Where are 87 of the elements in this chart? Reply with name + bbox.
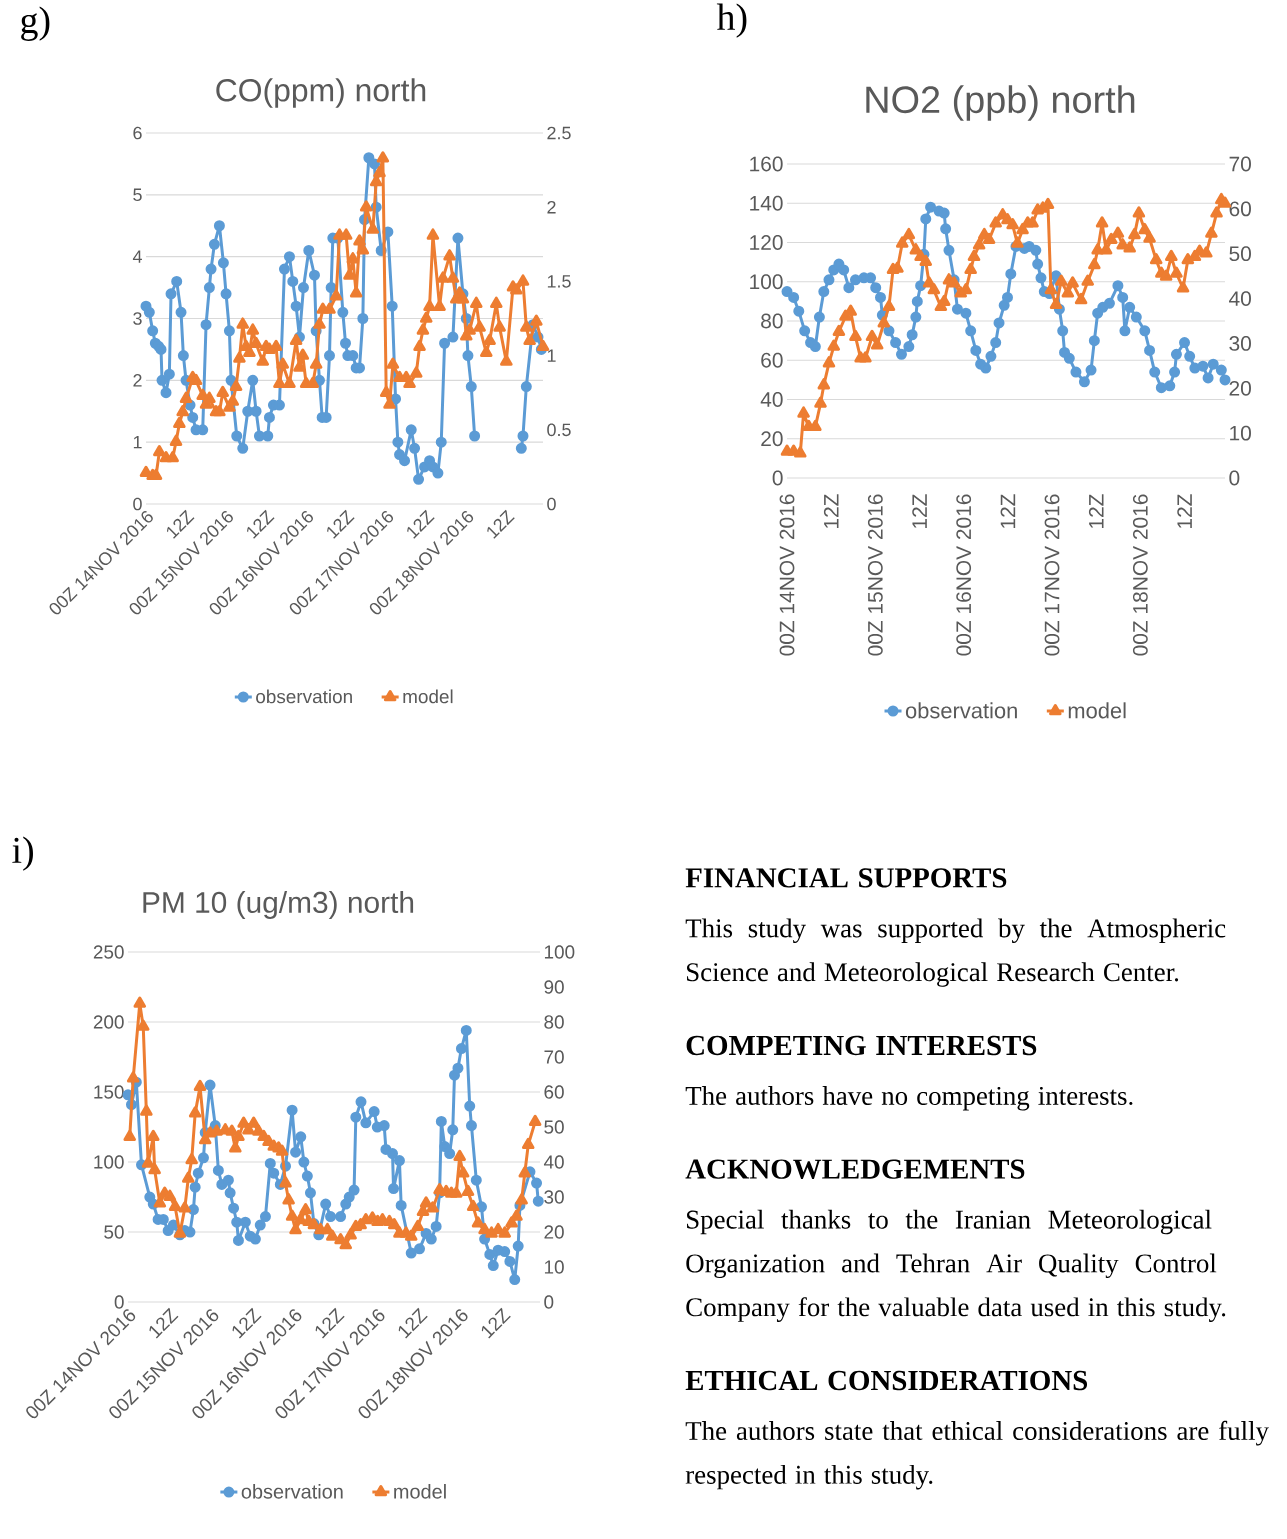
y-tick-label: 140 <box>750 195 783 211</box>
y2-tick-label: 50 <box>544 1120 564 1134</box>
y-tick-label: 150 <box>94 1085 124 1099</box>
x-tick-label: 12Z <box>149 1307 179 1339</box>
y2-tick-label: 20 <box>1229 380 1251 396</box>
x-tick-label: 12Z <box>247 509 275 539</box>
y-tick-label: 40 <box>760 392 783 407</box>
y2-tick-label: 1.5 <box>547 275 571 288</box>
x-tick-label: 12Z <box>912 494 927 528</box>
y-tick-label: 100 <box>750 274 783 290</box>
x-tick-label: 12Z <box>481 1307 511 1339</box>
y-tick-label: 120 <box>750 235 783 250</box>
y2-tick-label: 1 <box>547 349 556 362</box>
x-tick-label: 12Z <box>232 1307 262 1339</box>
x-tick-label: 12Z <box>315 1307 345 1339</box>
legend-label: observation <box>241 1484 343 1499</box>
text: COMPETING INTERESTS <box>686 1035 1037 1056</box>
x-tick-label: 00Z 16NOV 2016 <box>956 494 972 656</box>
text: The authors state that ethical considerations are fully respected in this study. <box>685 1420 1269 1490</box>
legend-label: observation <box>905 702 1017 719</box>
y2-tick-label: 0 <box>1229 470 1240 486</box>
x-tick-label: 00Z 15NOV 2016 <box>867 494 883 656</box>
y-tick-label: 100 <box>94 1155 124 1169</box>
y-tick-label: 250 <box>93 945 124 959</box>
y2-tick-label: 2 <box>547 200 556 214</box>
chart-title: PM 10 (ug/m3) north <box>143 891 414 919</box>
y2-tick-label: 0 <box>544 1295 554 1309</box>
y2-tick-label: 90 <box>544 980 564 994</box>
text: g) <box>21 6 50 41</box>
y-tick-label: 20 <box>761 431 783 447</box>
x-tick-label: 12Z <box>487 509 515 539</box>
y2-tick-label: 30 <box>1229 336 1251 351</box>
chart-title: CO(ppm) north <box>216 78 426 108</box>
text: ETHICAL CONSIDERATIONS <box>685 1370 1088 1391</box>
y-tick-label: 160 <box>750 156 783 172</box>
x-tick-label: 00Z 14NOV 2016 <box>779 494 795 656</box>
x-tick-label: 12Z <box>166 509 195 539</box>
y2-tick-label: 40 <box>543 1155 564 1169</box>
x-tick-label: 12Z <box>1000 494 1016 528</box>
y2-tick-label: 60 <box>544 1085 564 1099</box>
y2-tick-label: 0 <box>547 497 556 511</box>
y2-tick-label: 30 <box>544 1190 564 1204</box>
text: i) <box>12 836 33 871</box>
y2-tick-label: 70 <box>1229 156 1251 172</box>
y-tick-label: 6 <box>133 126 142 140</box>
legend-label: model <box>403 689 453 704</box>
y2-tick-label: 80 <box>544 1015 564 1029</box>
y2-tick-label: 10 <box>1230 425 1251 441</box>
y2-tick-label: 2.5 <box>547 126 571 140</box>
y-tick-label: 0 <box>133 497 142 511</box>
y-tick-label: 3 <box>133 312 142 325</box>
legend-label: observation <box>256 689 352 704</box>
y-tick-label: 2 <box>133 374 142 387</box>
x-tick-label: 12Z <box>823 494 839 528</box>
y2-tick-label: 10 <box>544 1260 564 1274</box>
y-tick-label: 0 <box>114 1295 124 1309</box>
x-tick-label: 12Z <box>398 1307 428 1339</box>
y-tick-label: 4 <box>132 250 142 263</box>
y2-tick-label: 60 <box>1229 201 1251 217</box>
chart-title: NO2 (ppb) north <box>866 85 1135 121</box>
y2-tick-label: 70 <box>544 1050 564 1064</box>
y-tick-label: 80 <box>761 313 783 329</box>
y2-tick-label: 40 <box>1229 291 1251 306</box>
x-tick-label: 00Z 17NOV 2016 <box>1044 494 1060 656</box>
y-tick-label: 60 <box>761 352 783 368</box>
x-tick-label: 12Z <box>1088 494 1104 528</box>
x-tick-label: 12Z <box>407 509 435 539</box>
y-tick-label: 200 <box>93 1015 124 1029</box>
y-tick-label: 50 <box>104 1225 124 1239</box>
text: The authors have no competing interests. <box>685 1086 1133 1111</box>
y-tick-label: 5 <box>133 188 142 202</box>
y2-tick-label: 0.5 <box>547 423 571 437</box>
y-tick-label: 0 <box>772 470 783 486</box>
y-tick-label: 1 <box>133 436 142 449</box>
legend-label: model <box>1068 702 1126 719</box>
text: Special thanks to the Iranian Meteorological Organization and Tehran Air Quality Control Company for the valuable data used in this study. <box>686 1209 1226 1322</box>
x-tick-label: 12Z <box>327 509 355 539</box>
x-tick-label: 12Z <box>1177 494 1192 528</box>
x-tick-label: 00Z 18NOV 2016 <box>1132 494 1148 656</box>
text: h) <box>716 3 747 38</box>
y2-tick-label: 20 <box>544 1225 564 1239</box>
y2-tick-label: 50 <box>1229 246 1251 262</box>
text: ACKNOWLEDGEMENTS <box>685 1159 1025 1180</box>
text: FINANCIAL SUPPORTS <box>685 868 1007 888</box>
legend-label: model <box>394 1484 446 1499</box>
text: This study was supported by the Atmospheric Science and Meteorological Research Center. <box>685 918 1226 987</box>
y2-tick-label: 100 <box>544 945 575 959</box>
